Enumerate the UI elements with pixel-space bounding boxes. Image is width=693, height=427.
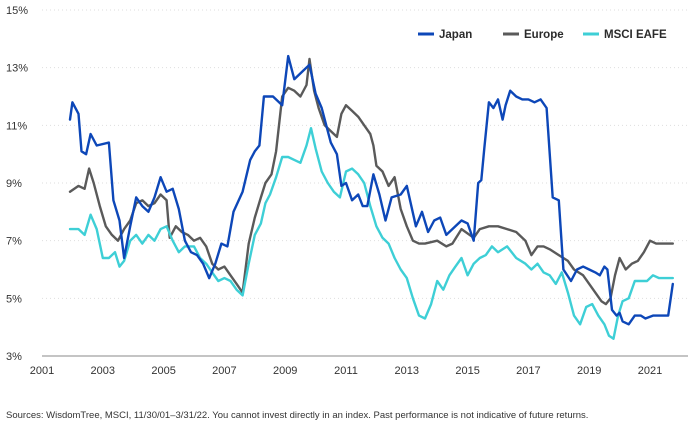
x-tick-label: 2021 (638, 365, 662, 377)
x-axis-ticks: 2001 2003 2005 2007 2009 2011 2013 2015 2017 2019… (30, 365, 662, 377)
legend-label: MSCI EAFE (604, 29, 667, 41)
x-tick-label: 2017 (516, 365, 540, 377)
x-tick-label: 2009 (273, 365, 297, 377)
y-tick-label: 7% (6, 236, 22, 248)
x-tick-label: 2019 (577, 365, 601, 377)
y-tick-label: 11% (6, 120, 27, 132)
x-tick-label: 2003 (91, 365, 115, 377)
x-tick-label: 2007 (212, 365, 236, 377)
y-tick-label: 13% (6, 63, 28, 75)
legend: Japan Europe MSCI EAFE (418, 29, 667, 41)
y-tick-label: 3% (6, 351, 22, 363)
legend-label: Japan (439, 29, 472, 41)
series-line-msci-eafe (68, 126, 674, 340)
y-tick-label: 15% (6, 5, 28, 17)
y-tick-label: 5% (6, 293, 22, 305)
x-tick-label: 2011 (334, 365, 358, 377)
x-tick-label: 2013 (395, 365, 419, 377)
series-line-europe (68, 57, 674, 306)
x-tick-label: 2005 (151, 365, 175, 377)
y-axis-ticks: 3% 5% 7% 9% 11% 13% 15% (6, 5, 28, 363)
series-line-japan (68, 54, 674, 326)
x-tick-label: 2001 (30, 365, 54, 377)
series-lines (68, 54, 674, 340)
x-tick-label: 2015 (455, 365, 479, 377)
source-note: Sources: WisdomTree, MSCI, 11/30/01–3/31… (6, 410, 589, 421)
y-tick-label: 9% (6, 178, 22, 190)
legend-label: Europe (524, 29, 564, 41)
